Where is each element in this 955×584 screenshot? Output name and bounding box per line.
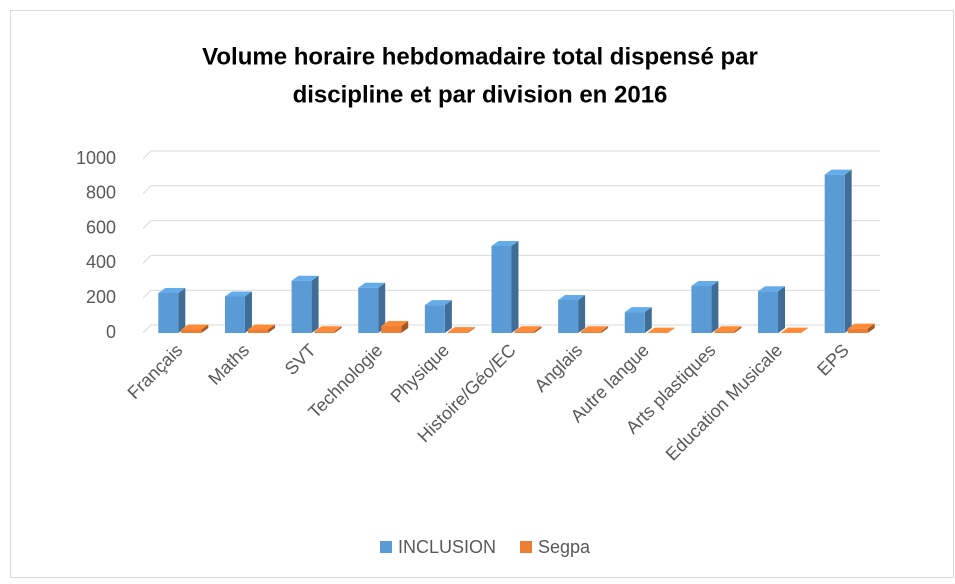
y-tick-label: 1000 bbox=[76, 148, 116, 168]
bar-side bbox=[711, 281, 718, 333]
y-tick-label: 400 bbox=[86, 252, 116, 272]
bar-side bbox=[445, 300, 452, 333]
bar-front bbox=[558, 300, 578, 333]
bar-side bbox=[578, 295, 585, 333]
bar-side bbox=[245, 291, 252, 333]
bar-front bbox=[425, 305, 445, 333]
legend-swatch bbox=[520, 541, 532, 553]
bar-front bbox=[515, 331, 535, 333]
bar-front bbox=[825, 175, 845, 333]
bar bbox=[425, 300, 452, 333]
bar bbox=[625, 307, 652, 333]
bar-front bbox=[248, 330, 268, 333]
legend-label: Segpa bbox=[538, 537, 591, 557]
y-tick-label: 0 bbox=[106, 322, 116, 342]
legend-swatch bbox=[380, 541, 392, 553]
legend-label: INCLUSION bbox=[398, 537, 496, 557]
chart-title: discipline et par division en 2016 bbox=[293, 81, 668, 108]
bar-front bbox=[581, 331, 601, 333]
bar-front bbox=[181, 330, 201, 333]
bar-front bbox=[714, 331, 734, 333]
bar bbox=[492, 241, 519, 333]
bar-side bbox=[778, 286, 785, 333]
bar-front bbox=[225, 296, 245, 333]
bar-front bbox=[292, 281, 312, 333]
y-tick-label: 200 bbox=[86, 287, 116, 307]
bar bbox=[225, 291, 252, 333]
bar-side bbox=[845, 170, 852, 333]
bar-front bbox=[158, 293, 178, 333]
chart-title: Volume horaire hebdomadaire total dispen… bbox=[202, 43, 758, 70]
bar bbox=[691, 281, 718, 333]
bar bbox=[292, 276, 319, 333]
bar-side bbox=[512, 241, 519, 333]
bar-front bbox=[448, 332, 468, 333]
y-tick-label: 800 bbox=[86, 183, 116, 203]
bar-front bbox=[315, 331, 335, 333]
bar-front bbox=[758, 291, 778, 333]
bar-front bbox=[381, 326, 401, 333]
y-tick-label: 600 bbox=[86, 217, 116, 237]
bar-front bbox=[691, 286, 711, 333]
bar-front bbox=[358, 288, 378, 333]
bar bbox=[825, 170, 852, 333]
bar-front bbox=[848, 329, 868, 333]
bar-side bbox=[178, 288, 185, 333]
bar-side bbox=[312, 276, 319, 333]
bar bbox=[758, 286, 785, 333]
bar bbox=[158, 288, 185, 333]
bar bbox=[358, 283, 385, 333]
bar-front bbox=[492, 246, 512, 333]
bar-front bbox=[625, 312, 645, 333]
bar bbox=[558, 295, 585, 333]
